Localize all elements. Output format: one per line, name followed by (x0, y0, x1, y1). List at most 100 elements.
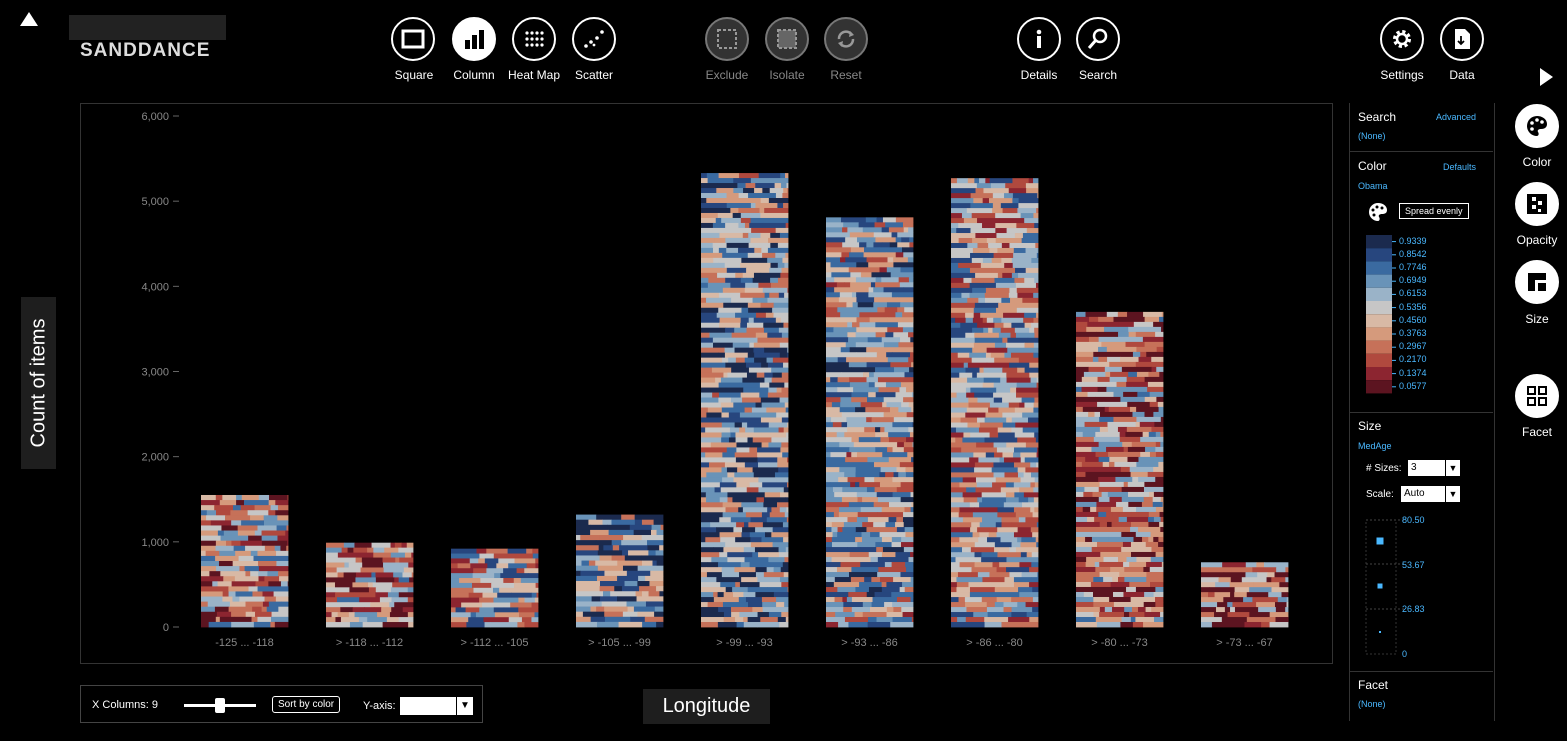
bar-item (1155, 551, 1164, 558)
bar-item (738, 507, 744, 513)
details-button[interactable] (1017, 17, 1061, 61)
data-button[interactable] (1440, 17, 1484, 61)
y-axis-title-box[interactable]: Count of items (21, 297, 56, 469)
bar-item (1128, 371, 1138, 378)
column-bar[interactable] (326, 542, 414, 628)
isolate-button[interactable] (765, 17, 809, 61)
column-bar[interactable] (1201, 562, 1289, 628)
bar-item (629, 524, 652, 531)
bar-item (1100, 551, 1115, 558)
color-legend-label: 0.7746 (1399, 262, 1427, 272)
column-bar[interactable] (701, 173, 789, 628)
column-bar[interactable] (576, 514, 664, 628)
column-bar[interactable] (1076, 311, 1164, 628)
spread-evenly-button[interactable]: Spread evenly (1399, 203, 1469, 219)
color-side-button[interactable] (1515, 104, 1559, 148)
bar-item (853, 387, 879, 393)
size-column-value[interactable]: MedAge (1358, 441, 1392, 451)
bar-item (1158, 406, 1164, 413)
bar-item (766, 407, 772, 413)
x-axis-title-box[interactable]: Longitude (643, 689, 770, 724)
advanced-search-link[interactable]: Advanced (1436, 112, 1477, 122)
bar-item (783, 362, 789, 369)
bar-item (910, 597, 914, 603)
sort-by-color-button[interactable]: Sort by color (272, 696, 341, 713)
bar-item (859, 412, 885, 418)
bar-item (486, 568, 504, 574)
bar-item (233, 545, 246, 552)
bar-item (268, 510, 276, 516)
settings-button[interactable] (1380, 17, 1424, 61)
bar-item (987, 537, 1001, 543)
bar-item (826, 347, 842, 353)
bar-item (900, 377, 912, 383)
column-bar[interactable] (951, 178, 1039, 628)
bar-item (201, 505, 215, 511)
facet-side-button[interactable] (1515, 374, 1559, 418)
facet-value[interactable]: (None) (1358, 699, 1386, 709)
bar-item (856, 517, 869, 523)
bar-item (1096, 621, 1121, 628)
x-columns-slider-thumb[interactable] (215, 698, 225, 713)
bar-item (1024, 277, 1035, 284)
bar-item (994, 277, 1015, 284)
bar-item (740, 292, 765, 299)
expand-panel-icon[interactable] (1540, 68, 1553, 86)
reset-button[interactable] (824, 17, 868, 61)
bar-item (757, 622, 780, 628)
bar-item (722, 287, 731, 294)
bar-item (962, 437, 985, 443)
bar-item (326, 582, 336, 588)
collapse-toolbar-icon[interactable] (20, 12, 38, 26)
bar-item (451, 548, 477, 554)
square-view-label: Square (394, 68, 434, 82)
color-column-value[interactable]: Obama (1358, 181, 1388, 191)
bar-item (337, 572, 345, 578)
bar-item (360, 567, 385, 573)
bar-item (726, 247, 739, 254)
exclude-button[interactable] (705, 17, 749, 61)
search-button[interactable] (1076, 17, 1120, 61)
bar-item (1108, 451, 1134, 458)
palette-icon[interactable] (1368, 202, 1388, 227)
bar-item (951, 617, 958, 623)
color-defaults-link[interactable]: Defaults (1443, 162, 1477, 172)
bar-item (893, 472, 899, 478)
search-value[interactable]: (None) (1358, 131, 1386, 141)
scatter-view-button[interactable] (572, 17, 616, 61)
bar-item (981, 447, 998, 453)
bar-item (1150, 556, 1164, 563)
bar-item (394, 577, 400, 583)
bar-item (741, 577, 758, 583)
bar-item (1011, 257, 1032, 264)
bar-item (826, 217, 842, 223)
column-view-button[interactable] (452, 17, 496, 61)
num-sizes-select[interactable]: 3 ▼ (1408, 460, 1460, 476)
square-view-button[interactable] (391, 17, 435, 61)
bar-item (1036, 452, 1039, 458)
bar-item (768, 198, 789, 204)
bar-item (228, 586, 249, 592)
bar-item (748, 198, 754, 204)
bar-item (893, 262, 914, 268)
bar-item (961, 447, 982, 453)
size-side-button[interactable] (1515, 260, 1559, 304)
bar-item (743, 188, 755, 194)
column-bar[interactable] (826, 217, 914, 628)
bar-item (1099, 521, 1108, 528)
y-axis-select[interactable]: ▼ (400, 697, 473, 715)
bar-item (886, 607, 894, 613)
bar-item (390, 552, 406, 558)
scale-select[interactable]: Auto ▼ (1401, 486, 1460, 502)
column-bar[interactable] (201, 494, 289, 628)
bar-item (1110, 351, 1134, 358)
opacity-side-button[interactable] (1515, 182, 1559, 226)
bar-item (597, 550, 623, 556)
bar-item (461, 602, 483, 608)
bar-item (981, 517, 1002, 523)
heatmap-view-button[interactable] (512, 17, 556, 61)
bar-item (762, 188, 771, 194)
bar-item (1155, 431, 1161, 438)
column-bar[interactable] (451, 548, 539, 628)
